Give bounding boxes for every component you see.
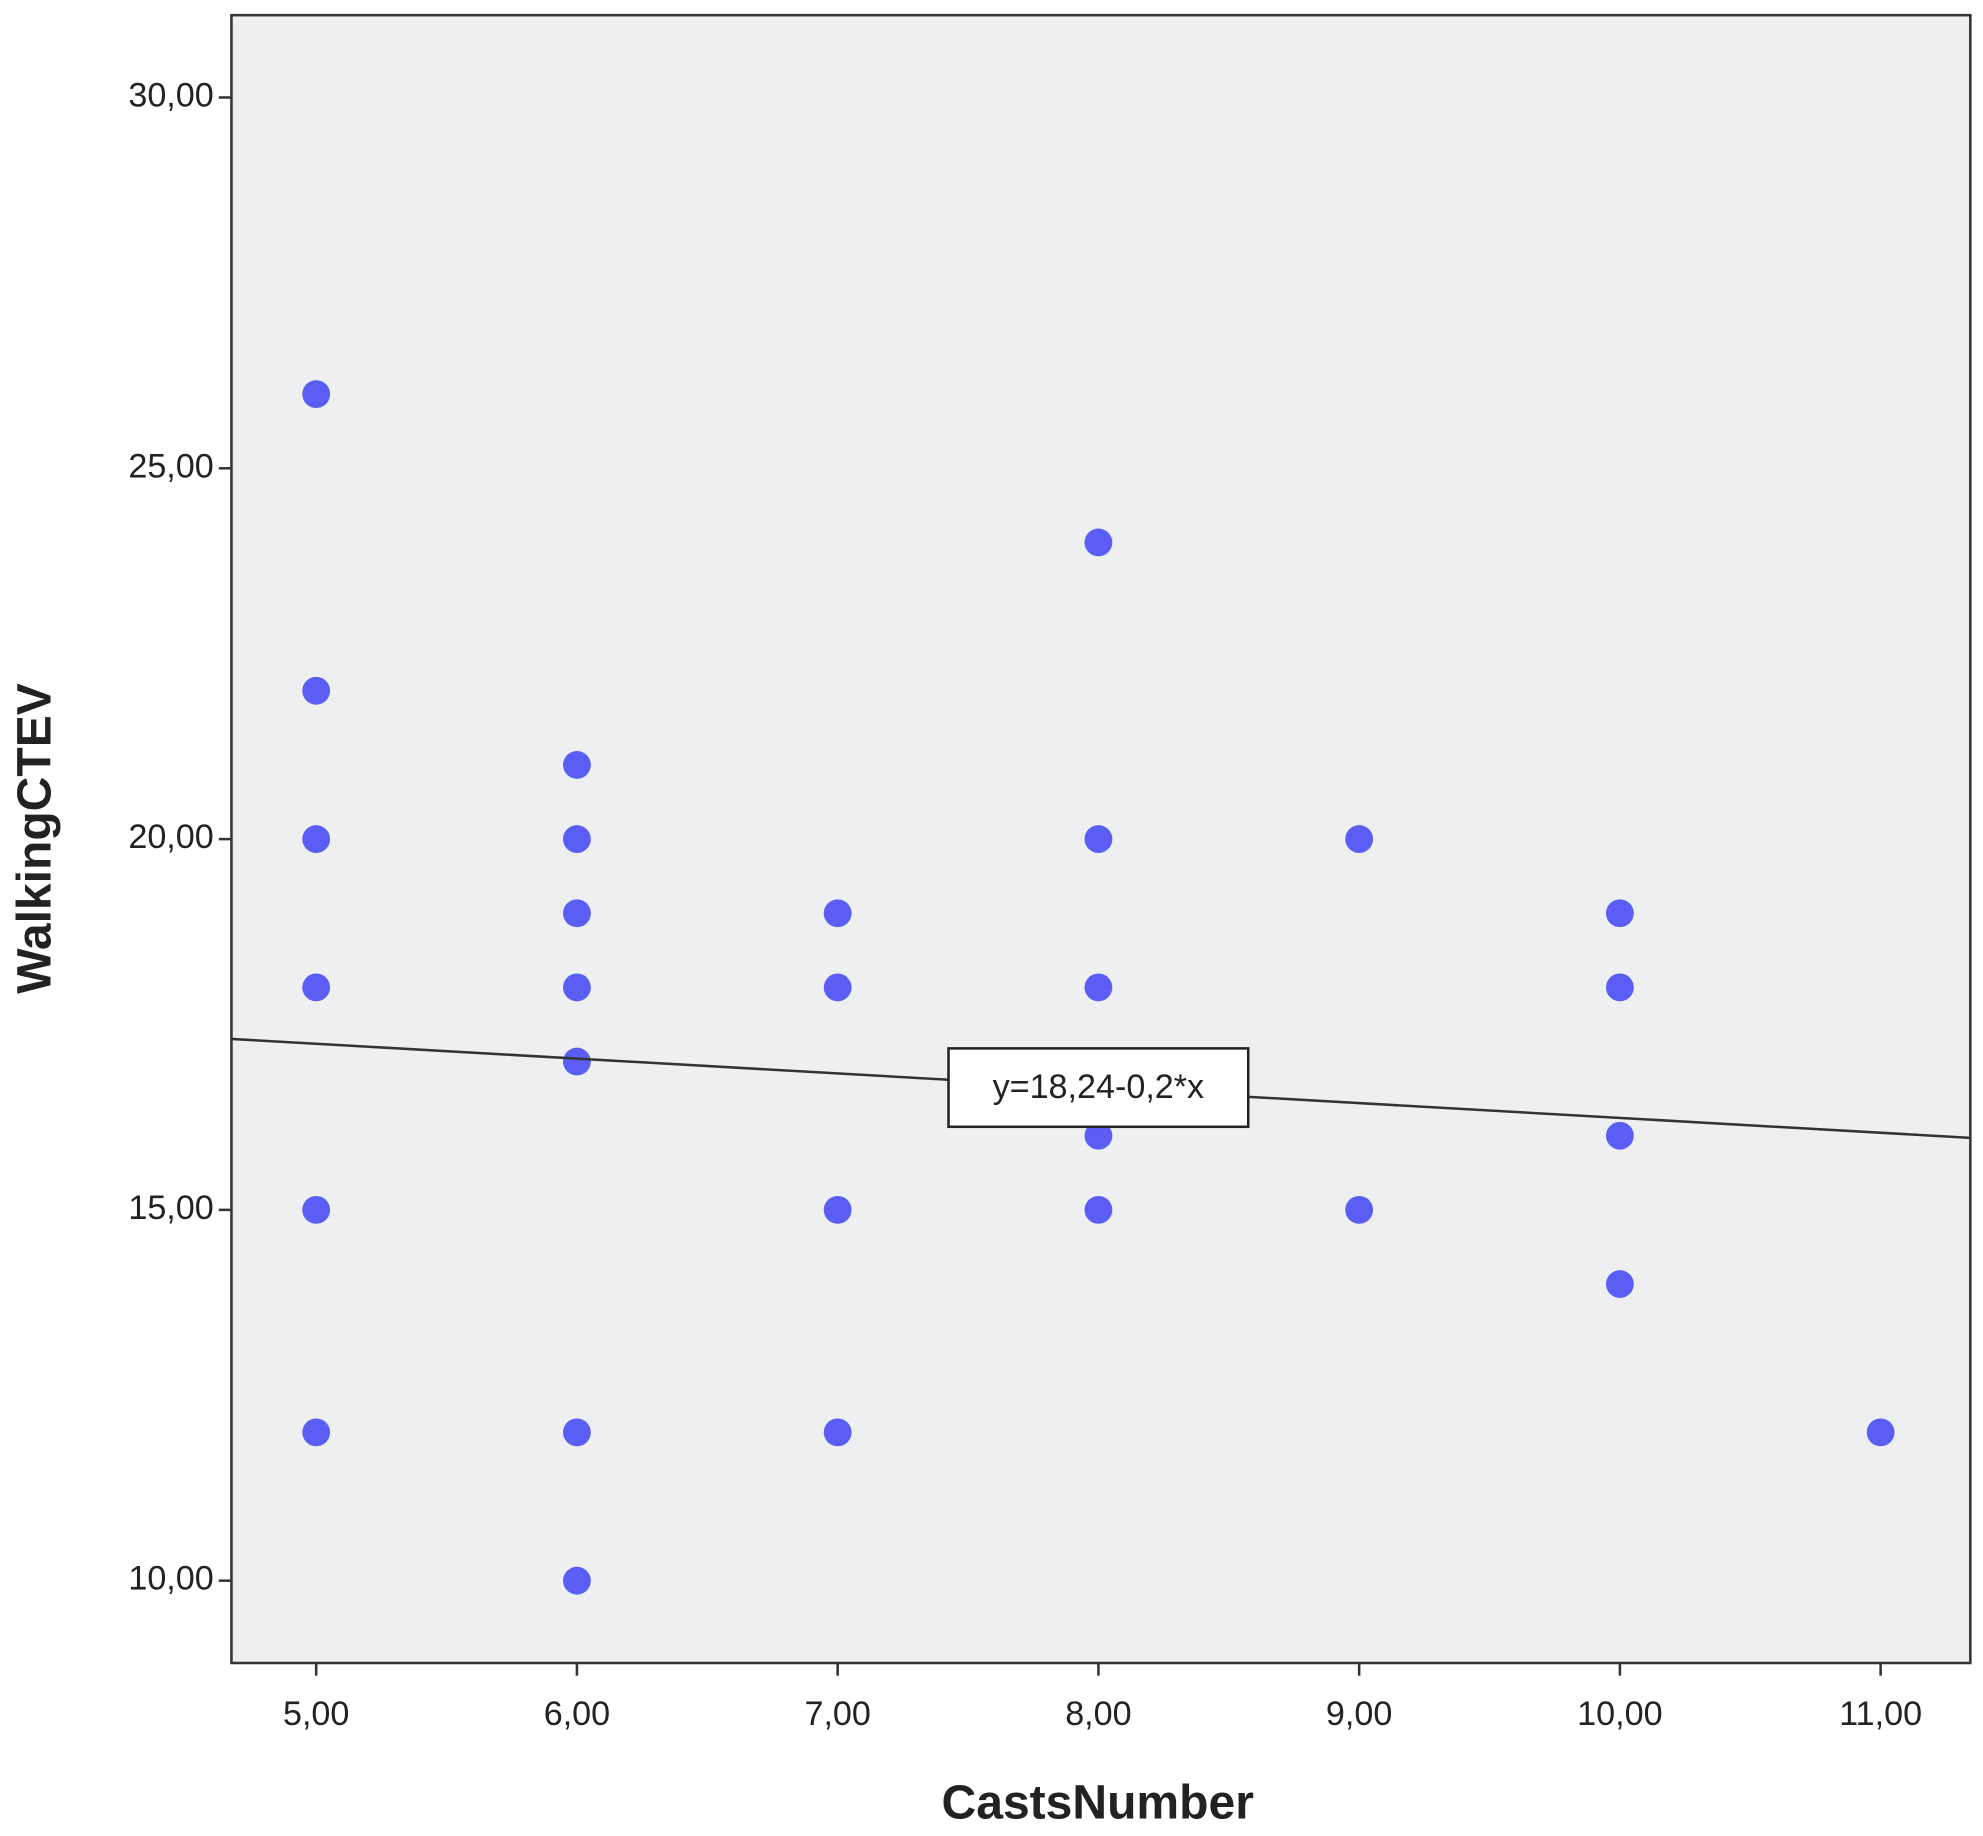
point	[1345, 1195, 1374, 1224]
point	[302, 1418, 331, 1447]
x-axis-title: CastsNumber	[942, 1777, 1254, 1830]
point	[302, 676, 331, 705]
point	[563, 973, 591, 1002]
fit-annotation: y=18,24-0,2*x	[947, 1047, 1250, 1129]
x-tick-label: 5,00	[283, 1695, 349, 1733]
point	[563, 825, 591, 853]
point	[1084, 973, 1113, 1002]
point	[1084, 1195, 1113, 1224]
fit-label: y=18,24-0,2*x	[993, 1068, 1205, 1106]
point	[823, 1418, 852, 1447]
point	[1084, 825, 1113, 853]
fit-label-box	[947, 1047, 1250, 1129]
x-tick-label: 9,00	[1326, 1695, 1392, 1733]
point	[563, 1566, 591, 1595]
y-tick-label: 20,00	[128, 818, 213, 856]
y-tick-label: 15,00	[128, 1189, 213, 1227]
point	[1605, 899, 1634, 928]
point	[302, 825, 331, 853]
point	[1345, 825, 1374, 853]
point	[563, 1047, 591, 1076]
y-tick-label: 10,00	[128, 1560, 213, 1598]
x-tick-label: 8,00	[1065, 1695, 1131, 1733]
y-axis-title: WalkingCTEV	[9, 683, 62, 994]
x-tick-label: 7,00	[804, 1695, 870, 1733]
point	[1605, 1270, 1634, 1298]
y-tick-label: 30,00	[128, 77, 213, 115]
x-tick-label: 10,00	[1577, 1695, 1662, 1733]
point	[563, 1418, 591, 1447]
x-tick-label: 11,00	[1839, 1695, 1922, 1733]
y-tick-label: 25,00	[128, 447, 213, 485]
point	[302, 973, 331, 1002]
point	[302, 1195, 331, 1224]
point	[563, 899, 591, 928]
point	[563, 751, 591, 779]
x-tick-label: 6,00	[544, 1695, 610, 1733]
point	[823, 973, 852, 1002]
point	[1084, 1121, 1113, 1150]
point	[1084, 528, 1113, 557]
point	[1866, 1418, 1895, 1447]
point	[302, 380, 331, 409]
point	[823, 899, 852, 928]
point	[823, 1195, 852, 1224]
point	[1605, 973, 1634, 1002]
point	[1605, 1121, 1634, 1150]
